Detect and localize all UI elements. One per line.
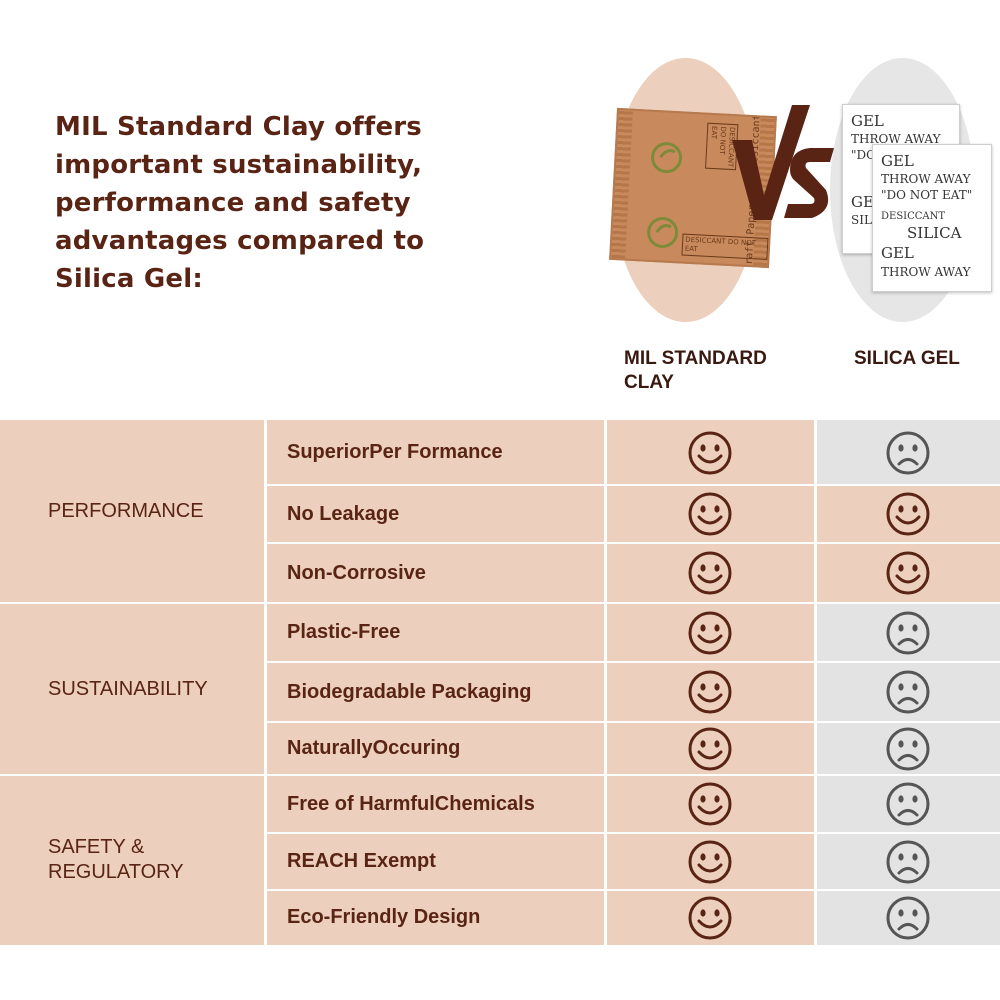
category-label: SUSTAINABILITY bbox=[0, 603, 265, 775]
feature-label: SuperiorPer Formance bbox=[265, 420, 605, 485]
clay-packet-image: DESICCANT DO NOT EAT Kraft Paper Clay De… bbox=[609, 107, 777, 269]
packet-seal-edge bbox=[611, 110, 633, 259]
silica-rating bbox=[815, 722, 1000, 775]
feature-label: NaturallyOccuring bbox=[265, 722, 605, 775]
feature-text: NaturallyOccuring bbox=[287, 737, 461, 759]
packet-text: GEL bbox=[851, 112, 884, 130]
packet-text: SILICA bbox=[907, 224, 962, 243]
column-header-silica: SILICA GEL bbox=[854, 348, 960, 369]
feature-text: Non-Corrosive bbox=[287, 561, 426, 584]
grid-divider bbox=[265, 832, 1000, 834]
feature-label: Biodegradable Packaging bbox=[265, 662, 605, 722]
silica-rating bbox=[815, 603, 1000, 662]
silica-rating bbox=[815, 543, 1000, 603]
grid-divider bbox=[265, 661, 1000, 663]
frown-icon bbox=[886, 727, 929, 770]
feature-text: Free of HarmfulChemicals bbox=[287, 792, 535, 815]
silica-rating bbox=[815, 775, 1000, 833]
frown-icon bbox=[886, 670, 929, 714]
packet-text: THROW AWAY bbox=[881, 172, 971, 187]
grid-divider bbox=[265, 721, 1000, 723]
clay-rating bbox=[605, 775, 815, 833]
vs-graphic: VS bbox=[732, 105, 834, 220]
eco-logo-icon bbox=[651, 142, 683, 174]
grid-divider bbox=[265, 889, 1000, 891]
smile-icon bbox=[688, 782, 732, 826]
clay-rating bbox=[605, 833, 815, 890]
clay-rating bbox=[605, 603, 815, 662]
packet-label: DESICCANT DO NOT EAT bbox=[681, 233, 769, 260]
grid-divider bbox=[604, 420, 607, 945]
feature-label: No Leakage bbox=[265, 485, 605, 543]
smile-icon bbox=[886, 551, 929, 595]
silica-rating bbox=[815, 420, 1000, 485]
frown-icon bbox=[886, 840, 929, 883]
feature-text: No Leakage bbox=[287, 502, 400, 525]
packet-text: SIL bbox=[851, 212, 872, 227]
smile-icon bbox=[688, 611, 732, 654]
feature-label: Non-Corrosive bbox=[265, 543, 605, 603]
grid-divider bbox=[0, 602, 1000, 604]
packet-text: GEL bbox=[881, 244, 914, 263]
feature-text: Plastic-Free bbox=[287, 621, 401, 643]
category-label: PERFORMANCE bbox=[0, 420, 265, 603]
feature-text: SuperiorPer Formance bbox=[287, 441, 503, 463]
feature-text: Biodegradable Packaging bbox=[287, 680, 532, 703]
feature-text: Eco-Friendly Design bbox=[287, 906, 481, 928]
column-header-clay: MIL STANDARD CLAY bbox=[624, 348, 767, 393]
smile-icon bbox=[688, 727, 732, 770]
clay-rating bbox=[605, 485, 815, 543]
clay-rating bbox=[605, 420, 815, 485]
silica-rating bbox=[815, 662, 1000, 722]
comparison-table: PERFORMANCE SUSTAINABILITY SAFETY & REGULA… bbox=[0, 420, 1000, 945]
eco-logo-icon bbox=[647, 216, 679, 248]
grid-divider bbox=[814, 420, 817, 945]
smile-icon bbox=[688, 431, 732, 474]
silica-packet-image: GEL THROW AWAY "DO NOT EAT" DESICCANT SI… bbox=[872, 144, 992, 292]
category-text: PERFORMANCE bbox=[48, 500, 204, 522]
smile-icon bbox=[886, 492, 929, 536]
smile-icon bbox=[688, 492, 732, 536]
grid-divider bbox=[264, 420, 267, 945]
frown-icon bbox=[886, 782, 929, 826]
frown-icon bbox=[886, 896, 929, 939]
feature-text: REACH Exempt bbox=[287, 850, 436, 872]
category-label: SAFETY & REGULATORY bbox=[0, 775, 265, 945]
packet-text: GEL bbox=[881, 152, 914, 170]
frown-icon bbox=[886, 611, 929, 654]
clay-rating bbox=[605, 662, 815, 722]
packet-text: "DO NOT EAT" bbox=[881, 188, 973, 203]
headline: MIL Standard Clay offers important susta… bbox=[55, 112, 425, 294]
silica-rating bbox=[815, 833, 1000, 890]
packet-text: THROW AWAY bbox=[881, 264, 971, 279]
smile-icon bbox=[688, 840, 732, 883]
grid-divider bbox=[0, 774, 1000, 776]
clay-rating bbox=[605, 543, 815, 603]
category-text: SUSTAINABILITY bbox=[48, 677, 208, 700]
feature-label: Eco-Friendly Design bbox=[265, 890, 605, 945]
feature-label: Free of HarmfulChemicals bbox=[265, 775, 605, 833]
feature-label: Plastic-Free bbox=[265, 603, 605, 662]
smile-icon bbox=[688, 896, 732, 939]
grid-divider bbox=[265, 542, 1000, 544]
packet-text: DESICCANT bbox=[881, 210, 946, 222]
packet-text: THROW AWAY bbox=[851, 132, 941, 147]
smile-icon bbox=[688, 670, 732, 714]
smile-icon bbox=[688, 551, 732, 595]
frown-icon bbox=[886, 431, 929, 474]
grid-divider bbox=[265, 484, 1000, 486]
feature-label: REACH Exempt bbox=[265, 833, 605, 890]
silica-rating bbox=[815, 485, 1000, 543]
category-text: SAFETY & REGULATORY bbox=[48, 836, 184, 883]
clay-rating bbox=[605, 890, 815, 945]
clay-rating bbox=[605, 722, 815, 775]
silica-rating bbox=[815, 890, 1000, 945]
